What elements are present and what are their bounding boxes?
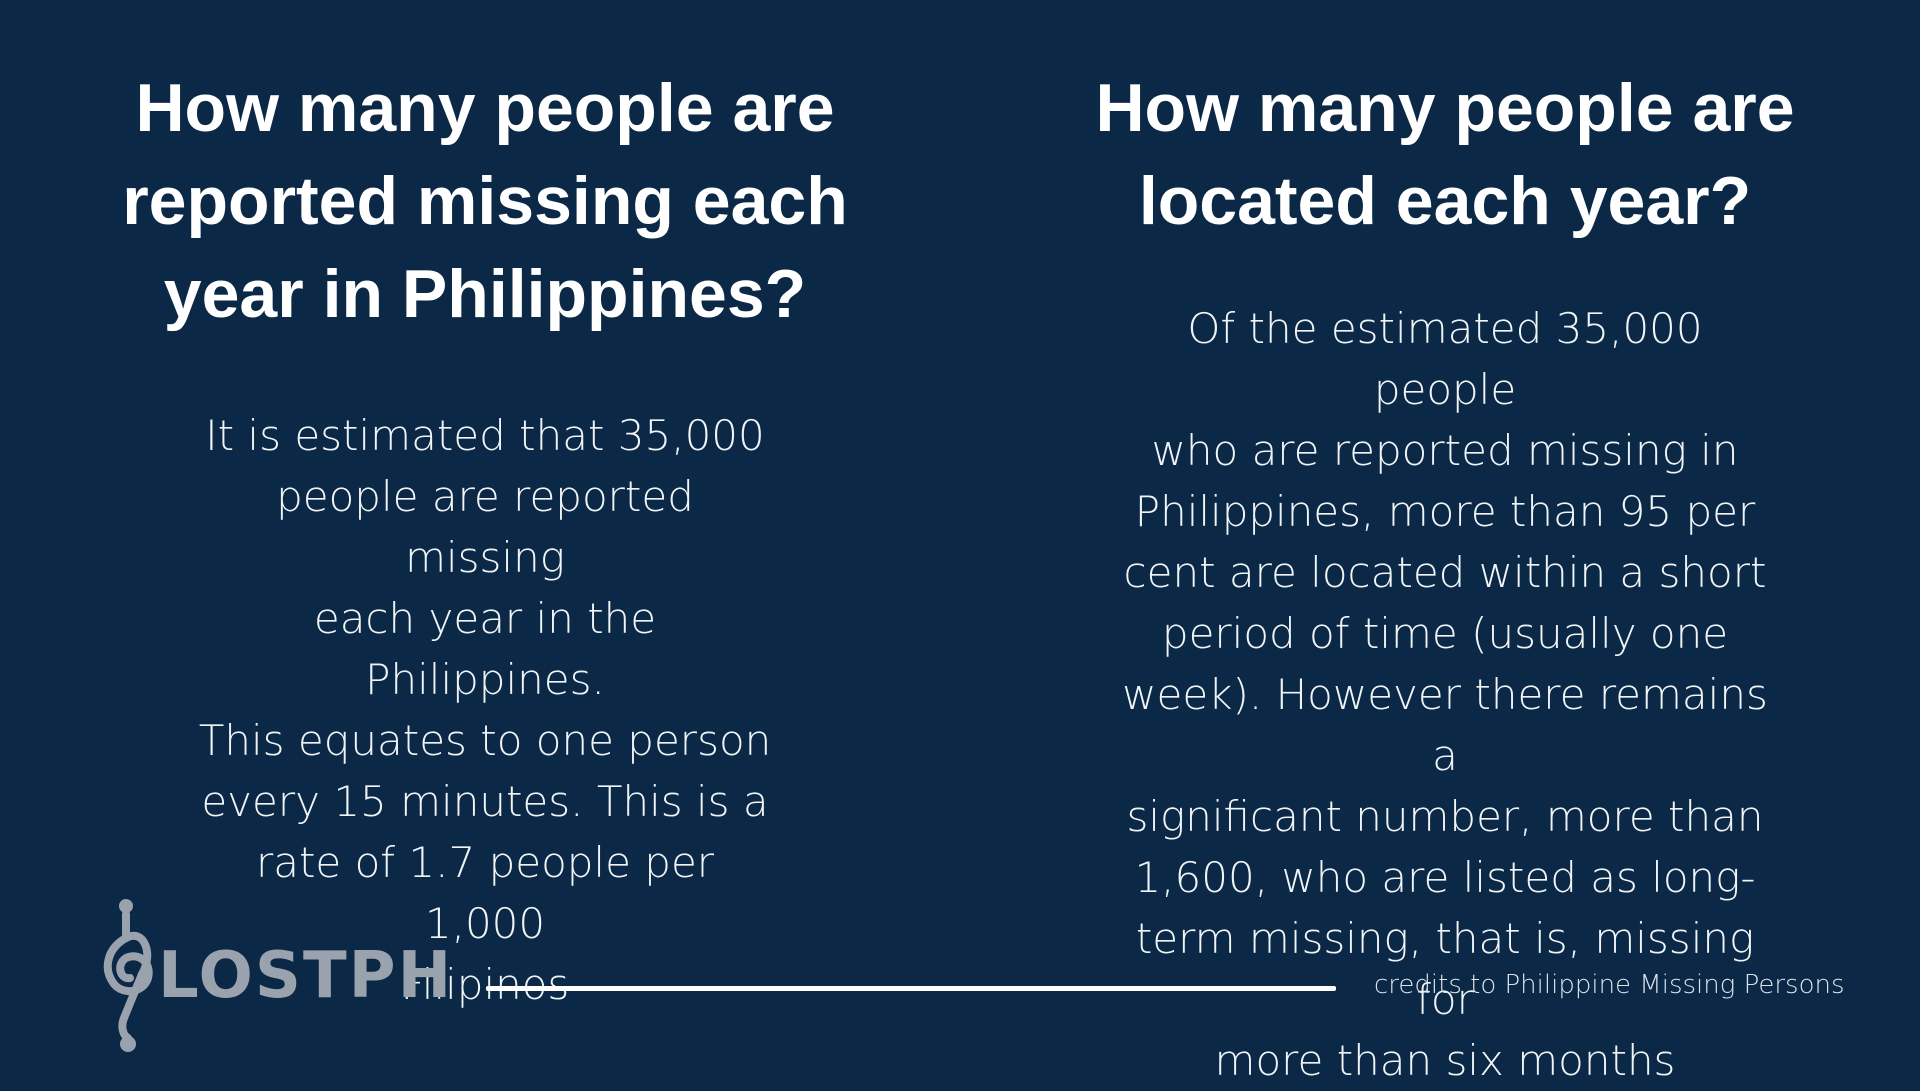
left-body-line: rate of 1.7 people per 1,000 xyxy=(255,838,715,948)
right-panel: How many people are located each year? O… xyxy=(1060,62,1830,1091)
right-body-line: who are reported missing in xyxy=(1151,426,1739,475)
left-body-line: every 15 minutes. This is a xyxy=(201,777,769,826)
left-panel: How many people are reported missing eac… xyxy=(100,62,870,1015)
left-heading-line: How many people are xyxy=(135,70,835,146)
right-heading-line: located each year? xyxy=(1138,163,1752,239)
left-body-line: It is estimated that 35,000 xyxy=(205,411,765,460)
left-body-line: people are reported missing xyxy=(276,472,694,582)
right-heading-line: How many people are xyxy=(1095,70,1795,146)
left-body-line: Filipinos xyxy=(400,960,570,1009)
right-heading: How many people are located each year? xyxy=(1060,62,1830,248)
credits-text: credits to Philippine Missing Persons xyxy=(1374,970,1845,1000)
right-body-line: term missing, that is, missing for xyxy=(1135,914,1755,1024)
treble-clef-icon xyxy=(103,899,153,1052)
logo-wordmark: LOSTPH xyxy=(158,939,454,1013)
left-body-text: It is estimated that 35,000 people are r… xyxy=(195,405,775,1015)
right-body-text: Of the estimated 35,000 people who are r… xyxy=(1115,298,1775,1091)
left-body-line: each year in the Philippines. xyxy=(313,594,657,704)
right-body-line: Philippines, more than 95 per xyxy=(1134,487,1756,536)
right-body-line: period of time (usually one xyxy=(1161,609,1729,658)
footer-divider xyxy=(486,986,1336,991)
right-body-line: 1,600, who are listed as long- xyxy=(1134,853,1756,902)
left-heading-line: reported missing each xyxy=(122,163,848,239)
right-body-line: week). However there remains a xyxy=(1122,670,1768,780)
left-heading: How many people are reported missing eac… xyxy=(100,62,870,341)
left-heading-line: year in Philippines? xyxy=(163,256,807,332)
right-body-line: cent are located within a short xyxy=(1123,548,1767,597)
right-body-line: more than six months xyxy=(1214,1036,1676,1085)
lostph-logo: LOSTPH xyxy=(98,898,451,1054)
left-body-line: This equates to one person xyxy=(198,716,772,765)
right-body-line: Of the estimated 35,000 people xyxy=(1187,304,1703,414)
right-body-line: significant number, more than xyxy=(1126,792,1764,841)
